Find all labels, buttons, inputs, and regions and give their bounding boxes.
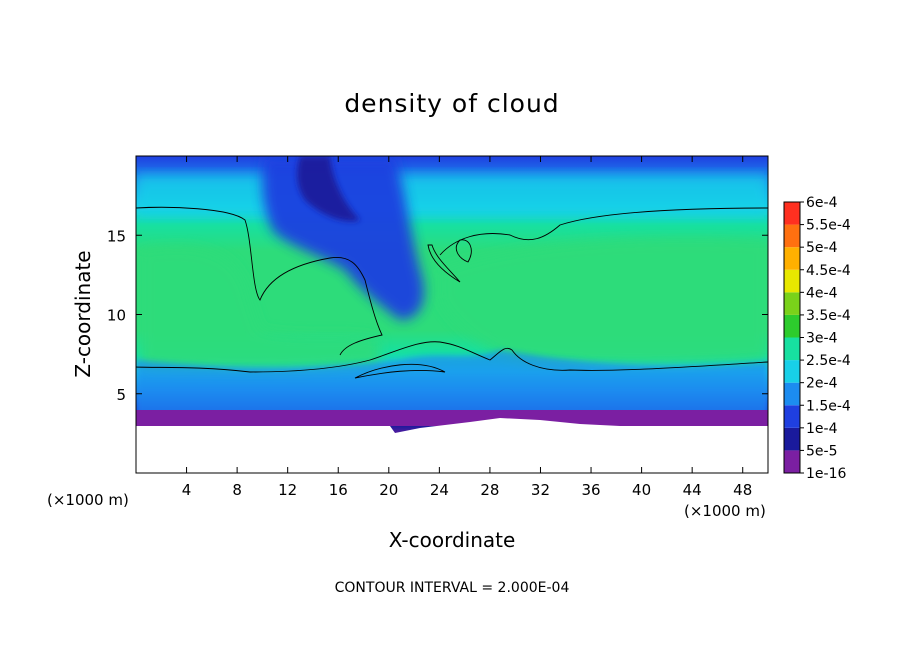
colorbar-swatch: [784, 450, 800, 473]
x-tick-label: 40: [632, 481, 651, 499]
colorbar-label: 1e-16: [806, 466, 846, 482]
plot-field: [136, 156, 768, 473]
updraft-column: [262, 156, 424, 320]
colorbar-swatch: [784, 292, 800, 315]
colorbar: 1e-16 5e-5 1e-4 1.5e-4 2e-4 2.5e-4 3e-4 3.5e-4 4…: [783, 195, 851, 482]
contour-interval-note: CONTOUR INTERVAL = 2.000E-04: [335, 580, 570, 596]
x-axis-ticks: 4 8 12 16 20 24 28 32 36 40 44 48: [182, 156, 752, 499]
colorbar-swatch: [784, 427, 800, 451]
x-tick-label: 24: [430, 481, 449, 499]
y-tick-label: 10: [107, 307, 126, 325]
x-tick-label: 28: [480, 481, 499, 499]
colorbar-label: 2.5e-4: [806, 353, 851, 369]
colorbar-swatch: [784, 337, 800, 361]
colorbar-swatch: [784, 269, 800, 293]
colorbar-label: 4e-4: [806, 285, 838, 301]
cloud-core-right: [440, 238, 768, 365]
chart-title: density of cloud: [344, 89, 559, 118]
colorbar-swatch: [784, 360, 800, 383]
x-axis-label: X-coordinate: [389, 528, 516, 552]
colorbar-label: 3.5e-4: [806, 308, 851, 324]
contour-hook: [427, 244, 461, 283]
x-tick-label: 16: [329, 481, 348, 499]
contour-base: [136, 341, 768, 373]
colorbar-swatch: [784, 202, 800, 225]
cloud-core: [140, 246, 380, 371]
x-tick-label: 20: [379, 481, 398, 499]
x-tick-label: 32: [531, 481, 550, 499]
x-unit-label-left: (×1000 m): [47, 491, 129, 509]
colorbar-swatch: [784, 224, 800, 248]
x-tick-label: 4: [182, 481, 192, 499]
colorbar-label: 6e-4: [806, 195, 838, 211]
lower-turbulence: [136, 350, 768, 420]
colorbar-swatch: [784, 382, 800, 406]
contour-top: [136, 206, 768, 356]
x-tick-label: 8: [232, 481, 242, 499]
colorbar-label: 5e-4: [806, 240, 838, 256]
x-tick-label: 36: [581, 481, 600, 499]
updraft-core: [297, 156, 360, 222]
x-unit-label-right: (×1000 m): [684, 502, 766, 520]
y-axis-ticks: 5 10 15: [107, 227, 768, 404]
x-tick-label: 12: [278, 481, 297, 499]
contour-hook2: [455, 239, 472, 263]
colorbar-label: 3e-4: [806, 331, 838, 347]
terrain-blank: [136, 418, 768, 473]
x-tick-label: 48: [733, 481, 752, 499]
colorbar-label: 5.5e-4: [806, 218, 851, 234]
y-tick-label: 15: [107, 227, 126, 245]
y-tick-label: 5: [116, 386, 126, 404]
colorbar-label: 1e-4: [806, 421, 838, 437]
purple-ground-layer: [136, 410, 768, 426]
colorbar-label: 4.5e-4: [806, 263, 851, 279]
upper-cyan-band: [136, 175, 768, 215]
y-axis-label: Z-coordinate: [71, 250, 95, 377]
colorbar-swatch: [784, 247, 800, 270]
colorbar-swatch: [784, 405, 800, 428]
contour-lens: [354, 363, 446, 379]
colorbar-label: 5e-5: [806, 443, 837, 459]
colorbar-label: 1.5e-4: [806, 398, 851, 414]
colorbar-swatch: [784, 314, 800, 338]
x-tick-label: 44: [683, 481, 702, 499]
colorbar-label: 2e-4: [806, 376, 838, 392]
